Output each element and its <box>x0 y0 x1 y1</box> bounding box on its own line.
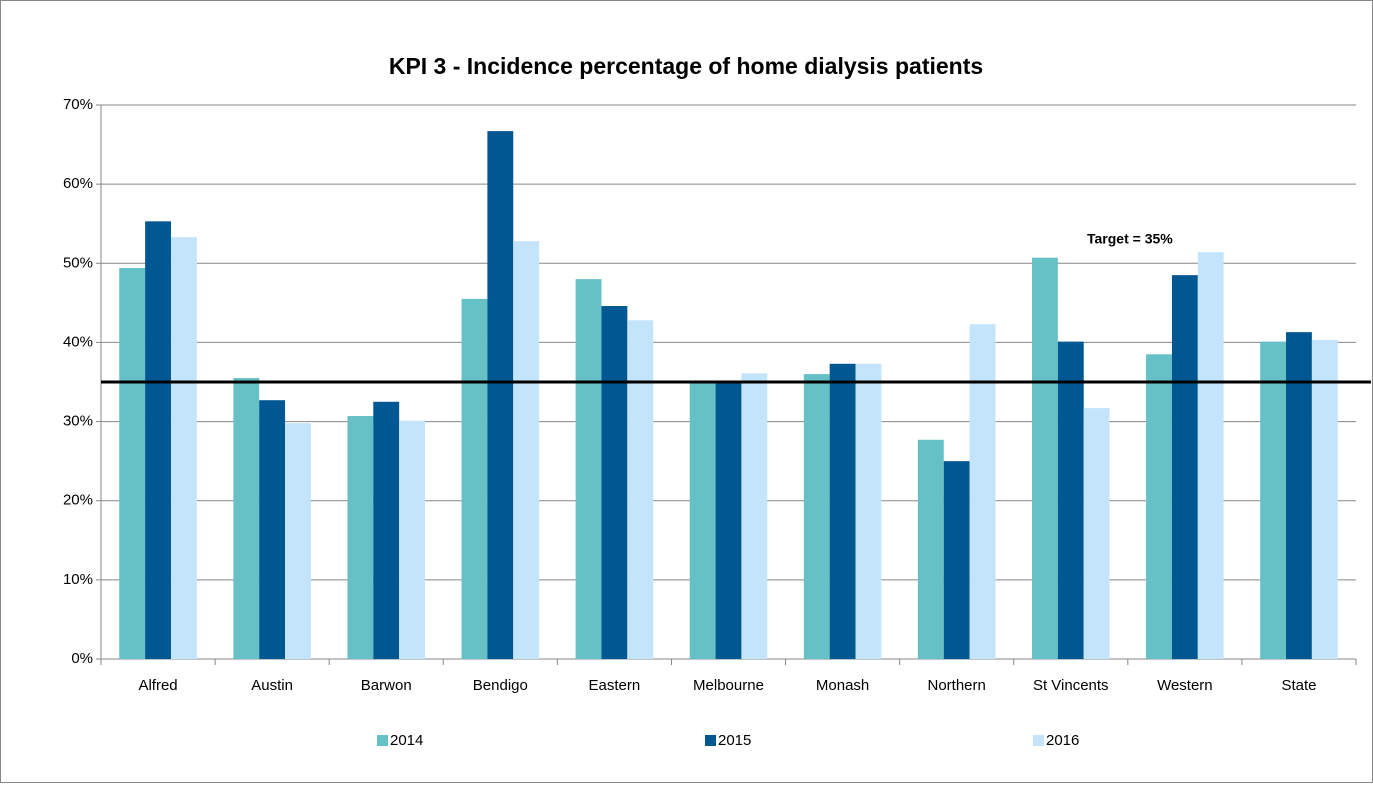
y-tick-label: 10% <box>63 571 93 588</box>
bar <box>347 416 374 659</box>
bar <box>373 401 400 659</box>
bar <box>513 241 540 659</box>
x-tick-label: Melbourne <box>693 677 764 694</box>
bar <box>803 374 830 659</box>
x-tick-label: Western <box>1157 677 1213 694</box>
legend-swatch <box>1033 735 1044 746</box>
bar <box>285 423 311 659</box>
y-tick-label: 40% <box>63 333 93 350</box>
x-tick-label: Barwon <box>361 677 412 694</box>
bar <box>715 382 742 659</box>
bar <box>399 420 426 659</box>
y-tick-label: 70% <box>63 96 93 113</box>
bar <box>1260 341 1287 659</box>
x-tick-label: Eastern <box>589 677 641 694</box>
y-tick-label: 20% <box>63 492 93 509</box>
x-tick-label: Austin <box>251 677 293 694</box>
bar <box>855 363 882 659</box>
x-tick-label: State <box>1281 677 1316 694</box>
bar <box>627 320 654 659</box>
y-tick-label: 60% <box>63 175 93 192</box>
bar <box>969 324 996 659</box>
bar <box>1031 257 1058 659</box>
x-tick-label: Bendigo <box>473 677 528 694</box>
bar <box>1171 275 1198 659</box>
y-tick-label: 50% <box>63 254 93 271</box>
bar <box>119 268 146 659</box>
bar <box>575 279 602 659</box>
x-tick-label: Monash <box>816 677 869 694</box>
bar <box>1311 340 1338 659</box>
bar <box>1146 354 1172 659</box>
bar <box>943 461 970 659</box>
legend-label: 2016 <box>1046 732 1079 749</box>
bar <box>917 439 944 659</box>
bar <box>601 306 628 659</box>
y-tick-label: 30% <box>63 413 93 430</box>
bar <box>1083 408 1110 659</box>
bar <box>741 373 768 659</box>
bar <box>487 131 514 660</box>
bar <box>1286 332 1312 659</box>
bar <box>1057 341 1084 659</box>
bar <box>461 298 488 659</box>
y-tick-label: 0% <box>71 650 93 667</box>
bar <box>145 221 171 659</box>
x-tick-label: Alfred <box>138 677 177 694</box>
chart-title: KPI 3 - Incidence percentage of home dia… <box>389 53 983 79</box>
target-label: Target = 35% <box>1087 231 1173 247</box>
legend-swatch <box>377 735 388 746</box>
bar <box>1197 252 1224 659</box>
bar <box>689 382 716 659</box>
x-tick-label: St Vincents <box>1033 677 1109 694</box>
x-tick-label: Northern <box>928 677 986 694</box>
legend-label: 2014 <box>390 732 423 749</box>
legend-label: 2015 <box>718 732 751 749</box>
bar <box>259 400 286 659</box>
legend-swatch <box>705 735 716 746</box>
bar <box>829 363 856 659</box>
bar <box>233 378 260 659</box>
bar <box>170 237 197 659</box>
